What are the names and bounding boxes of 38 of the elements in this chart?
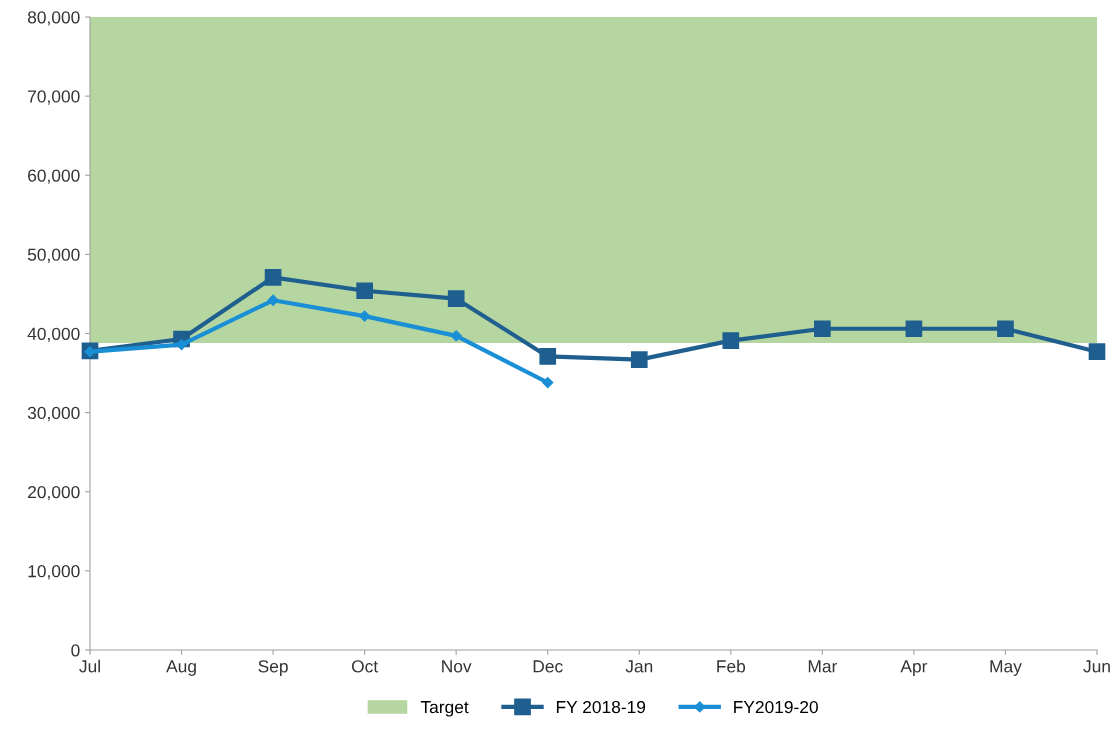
x-tick-label: Apr	[900, 660, 928, 676]
x-tick-label: Aug	[166, 660, 196, 676]
y-tick-label: 30,000	[27, 406, 80, 422]
point	[542, 376, 554, 389]
point	[905, 320, 923, 338]
point	[722, 332, 740, 349]
point	[1088, 343, 1106, 361]
point	[814, 320, 831, 338]
x-tick-label: Nov	[442, 660, 472, 673]
y-tick-label: 0	[71, 644, 80, 657]
y-tick-label: 60,000	[28, 169, 80, 184]
y-tick-label: 10,000	[28, 565, 80, 580]
point	[267, 294, 279, 306]
legend-label: FY2019-20	[734, 700, 818, 714]
y-tick-label: 40,000	[27, 327, 80, 343]
point	[264, 268, 282, 286]
x-tick-label: Sep	[258, 660, 288, 676]
point	[450, 330, 462, 342]
point	[447, 290, 465, 308]
x-tick-label: Mar	[808, 660, 838, 673]
x-tick-label: Jul	[79, 659, 100, 673]
x-tick-label: Feb	[717, 659, 746, 673]
y-tick-label: 80,000	[27, 11, 80, 26]
legend-label: Target	[420, 701, 469, 717]
y-tick-label: 70,000	[28, 90, 80, 105]
point	[997, 320, 1014, 338]
legend-label: FY 2018-19	[556, 700, 646, 714]
y-tick-label: 20,000	[28, 485, 80, 501]
x-tick-label: Dec	[533, 660, 563, 673]
x-tick-label: Jan	[625, 660, 653, 673]
point	[356, 282, 373, 300]
x-tick-label: Jun	[1083, 660, 1110, 673]
x-tick-label: May	[990, 660, 1022, 676]
x-tick-label: Oct	[351, 660, 379, 673]
point	[359, 310, 371, 322]
y-tick-label: 50,000	[27, 248, 80, 263]
point	[630, 351, 648, 368]
point	[539, 348, 557, 365]
